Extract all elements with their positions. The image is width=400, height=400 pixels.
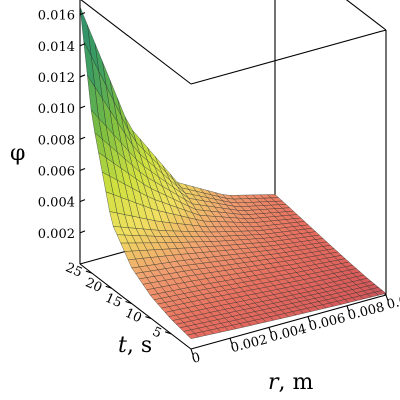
z-tick-label: 0.014: [38, 40, 75, 55]
z-tick-label: 0.012: [38, 71, 75, 86]
x-tick-label: 0.002: [229, 333, 269, 357]
x-tick-mark: [346, 305, 350, 312]
z-tick-label: 0.016: [38, 9, 75, 24]
y-axis-var: t: [118, 333, 127, 358]
z-tick-mark: [79, 230, 86, 234]
x-axis-var: r: [268, 370, 280, 395]
x-tick-mark: [229, 338, 233, 345]
box-edge: [79, 263, 192, 350]
x-tick-mark: [307, 316, 311, 323]
x-tick-mark: [190, 348, 194, 356]
z-tick-label: 0.008: [38, 133, 75, 148]
surface-mesh: [79, 6, 387, 339]
y-axis-unit: , s: [127, 333, 152, 358]
box-edge: [80, 0, 192, 85]
surface-cell: [186, 333, 199, 339]
x-tick-label: 0.01: [385, 291, 400, 313]
box-edge: [345, 0, 387, 31]
y-axis-title: t, s: [118, 333, 152, 358]
z-tick-mark: [79, 12, 86, 16]
z-tick-label: 0.010: [38, 102, 75, 117]
x-tick-label: 0.008: [346, 300, 386, 324]
z-tick-mark: [79, 43, 86, 47]
z-tick-mark: [79, 136, 86, 140]
x-tick-label: 0.004: [268, 322, 308, 346]
z-tick-label: 0.004: [38, 196, 75, 211]
z-tick-label: 0.006: [38, 164, 75, 179]
z-tick-mark: [79, 105, 86, 109]
z-axis-title: φ: [10, 141, 25, 166]
bounding-box-front: [79, 0, 387, 350]
y-tick-label: 25: [63, 260, 84, 280]
y-tick-label: 15: [103, 291, 124, 311]
y-tick-mark: [125, 300, 132, 304]
x-tick-label: 0: [190, 350, 202, 367]
y-tick-label: 20: [83, 276, 104, 296]
y-tick-label: 10: [123, 306, 144, 326]
x-axis-title: r, m: [268, 370, 314, 395]
y-tick-mark: [145, 316, 152, 320]
box-edge: [190, 29, 387, 85]
z-tick-mark: [79, 74, 86, 78]
y-tick-mark: [85, 270, 93, 274]
y-tick-mark: [105, 285, 112, 289]
y-tick-mark: [165, 331, 172, 335]
z-tick-mark: [79, 167, 86, 171]
x-tick-mark: [268, 327, 272, 334]
x-axis-unit: , m: [279, 370, 314, 395]
x-tick-mark: [385, 294, 389, 302]
z-tick-mark: [79, 199, 86, 203]
box-edge: [190, 294, 387, 350]
z-tick-label: 0.002: [38, 227, 75, 242]
x-tick-label: 0.006: [307, 311, 347, 335]
